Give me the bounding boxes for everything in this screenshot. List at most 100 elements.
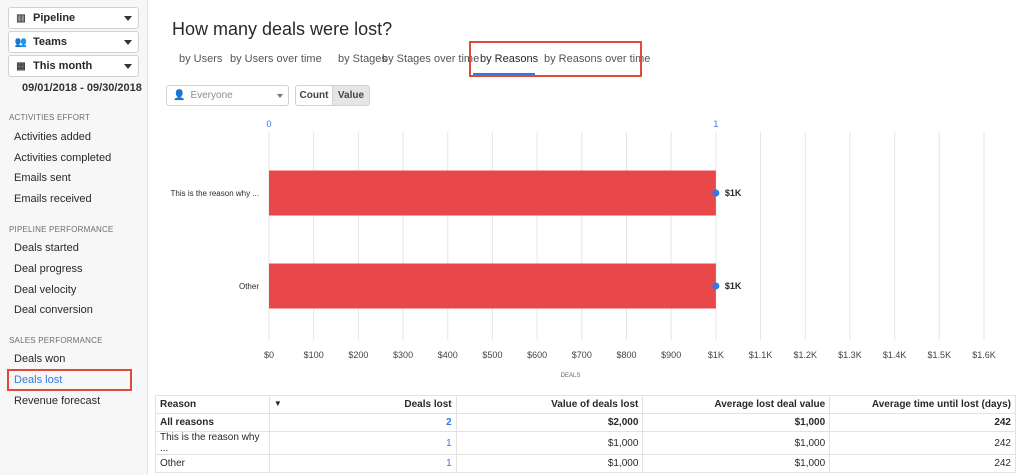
bar-endpoint-marker (712, 189, 720, 197)
sidebar-item-emails-sent[interactable]: Emails sent (14, 172, 71, 184)
cell-deals-lost[interactable]: 1 (268, 431, 457, 455)
main-panel: How many deals were lost? by Users by Us… (155, 0, 1024, 475)
column-header-reason[interactable]: Reason (155, 395, 270, 414)
calendar-icon: ▦ (16, 60, 26, 72)
x-tick-label: $600 (527, 350, 547, 360)
tab-by-users-over-time[interactable]: by Users over time (230, 53, 322, 65)
value-toggle-button[interactable]: Value (332, 85, 370, 106)
bar-endpoint-marker (712, 282, 720, 290)
pipeline-dropdown-label: Pipeline (33, 12, 76, 24)
cell-value: $2,000 (455, 413, 644, 432)
section-title-pipeline: PIPELINE PERFORMANCE (9, 225, 114, 234)
column-header-deals-lost-label: Deals lost (404, 399, 452, 410)
cell-avg-value: $1,000 (642, 413, 831, 432)
cell-deals-lost[interactable]: 2 (268, 413, 457, 432)
owner-filter-value: Everyone (190, 90, 233, 101)
cell-avg-time: 242 (829, 454, 1016, 473)
cell-value: $1,000 (455, 454, 644, 473)
column-header-avg-value[interactable]: Average lost deal value (642, 395, 831, 414)
x-tick-label: $700 (572, 350, 592, 360)
x-tick-label: $1.2K (793, 350, 817, 360)
highlight-box-tabs (469, 41, 642, 77)
sidebar-item-activities-added[interactable]: Activities added (14, 131, 92, 143)
cell-reason: This is the reason why ... (155, 431, 270, 455)
active-tab-indicator (473, 73, 535, 75)
cell-deals-lost[interactable]: 1 (268, 454, 457, 473)
table-header-row: Reason ▼ Deals lost Value of deals lost … (155, 395, 1016, 414)
bar[interactable] (269, 170, 716, 216)
teams-dropdown-label: Teams (33, 36, 68, 48)
sidebar-item-deals-lost[interactable]: Deals lost (14, 374, 63, 386)
x-axis-label: DEALS (561, 373, 581, 379)
x-tick-label: $300 (393, 350, 413, 360)
x-tick-label: $500 (482, 350, 502, 360)
pipeline-icon: ▥ (16, 12, 26, 24)
sidebar-item-emails-received[interactable]: Emails received (14, 193, 92, 205)
sidebar-item-deal-conversion[interactable]: Deal conversion (14, 304, 93, 316)
sidebar-item-activities-completed[interactable]: Activities completed (14, 152, 112, 164)
x-tick-label: $0 (264, 350, 274, 360)
x-tick-label: $1K (708, 350, 724, 360)
sidebar-item-deals-started[interactable]: Deals started (14, 242, 79, 254)
tab-by-stages-over-time[interactable]: by Stages over time (382, 53, 480, 65)
column-header-value[interactable]: Value of deals lost (455, 395, 644, 414)
section-title-sales: SALES PERFORMANCE (9, 336, 103, 345)
x-tick-label: $100 (304, 350, 324, 360)
x-tick-label: $1.4K (883, 350, 907, 360)
period-dropdown-label: This month (33, 60, 93, 72)
x-tick-label: $900 (661, 350, 681, 360)
table-row: Other 1 $1,000 $1,000 242 (155, 454, 1016, 473)
period-dropdown[interactable]: ▦ This month (8, 55, 139, 77)
table-row: All reasons 2 $2,000 $1,000 242 (155, 413, 1016, 432)
x-tick-label: $400 (438, 350, 458, 360)
sidebar-item-deal-velocity[interactable]: Deal velocity (14, 284, 77, 296)
cell-avg-value: $1,000 (642, 454, 831, 473)
sidebar-item-deals-won[interactable]: Deals won (14, 353, 66, 365)
count-tick-label: 1 (713, 119, 718, 129)
x-tick-label: $1.1K (749, 350, 773, 360)
owner-filter-select[interactable]: 👤 Everyone (166, 85, 289, 106)
cell-avg-time: 242 (829, 413, 1016, 432)
x-tick-label: $800 (616, 350, 636, 360)
column-header-deals-lost[interactable]: ▼ Deals lost (268, 395, 457, 414)
sidebar-item-revenue-forecast[interactable]: Revenue forecast (14, 395, 101, 407)
deals-lost-table: Reason ▼ Deals lost Value of deals lost … (155, 395, 1016, 473)
data-label: $1K (725, 188, 742, 198)
deals-lost-by-reason-chart: $0 $100 $200 $300 $400 $500 $600 $700 $800 $900 $1… (171, 119, 996, 379)
page-title: How many deals were lost? (172, 19, 393, 39)
cell-avg-time: 242 (829, 431, 1016, 455)
tab-by-users[interactable]: by Users (179, 53, 223, 65)
cell-value: $1,000 (455, 431, 644, 455)
bar[interactable] (269, 263, 716, 309)
chevron-down-icon (124, 16, 132, 21)
user-icon: 👤 (173, 90, 186, 101)
x-tick-label: $1.5K (928, 350, 952, 360)
section-title-activities: ACTIVITIES EFFORT (9, 113, 91, 122)
sort-down-icon: ▼ (273, 399, 282, 408)
category-label: Other (239, 282, 259, 291)
x-tick-label: $1.3K (838, 350, 862, 360)
cell-avg-value: $1,000 (642, 431, 831, 455)
tab-by-reasons[interactable]: by Reasons (480, 53, 539, 65)
chevron-down-icon (277, 94, 283, 98)
sidebar-item-deal-progress[interactable]: Deal progress (14, 263, 83, 275)
data-label: $1K (725, 281, 742, 291)
pipeline-dropdown[interactable]: ▥ Pipeline (8, 7, 139, 29)
date-range: 09/01/2018 - 09/30/2018 (22, 82, 142, 94)
column-header-avg-time[interactable]: Average time until lost (days) (829, 395, 1016, 414)
table-row: This is the reason why ... 1 $1,000 $1,0… (155, 431, 1016, 455)
count-toggle-button[interactable]: Count (295, 85, 333, 106)
sidebar: ▥ Pipeline 👥 Teams ▦ This month 09/01/20… (0, 0, 148, 475)
tab-by-stages[interactable]: by Stages (338, 53, 387, 65)
team-icon: 👥 (14, 36, 28, 48)
chevron-down-icon (124, 40, 132, 45)
category-label: This is the reason why ... (171, 189, 259, 198)
teams-dropdown[interactable]: 👥 Teams (8, 31, 139, 53)
highlight-box-deals-lost (7, 369, 132, 391)
x-tick-label: $200 (348, 350, 368, 360)
tab-by-reasons-over-time[interactable]: by Reasons over time (544, 53, 651, 65)
x-tick-label: $1.6K (972, 350, 996, 360)
cell-reason: Other (155, 454, 270, 473)
count-tick-label: 0 (266, 119, 271, 129)
cell-reason: All reasons (155, 413, 270, 432)
